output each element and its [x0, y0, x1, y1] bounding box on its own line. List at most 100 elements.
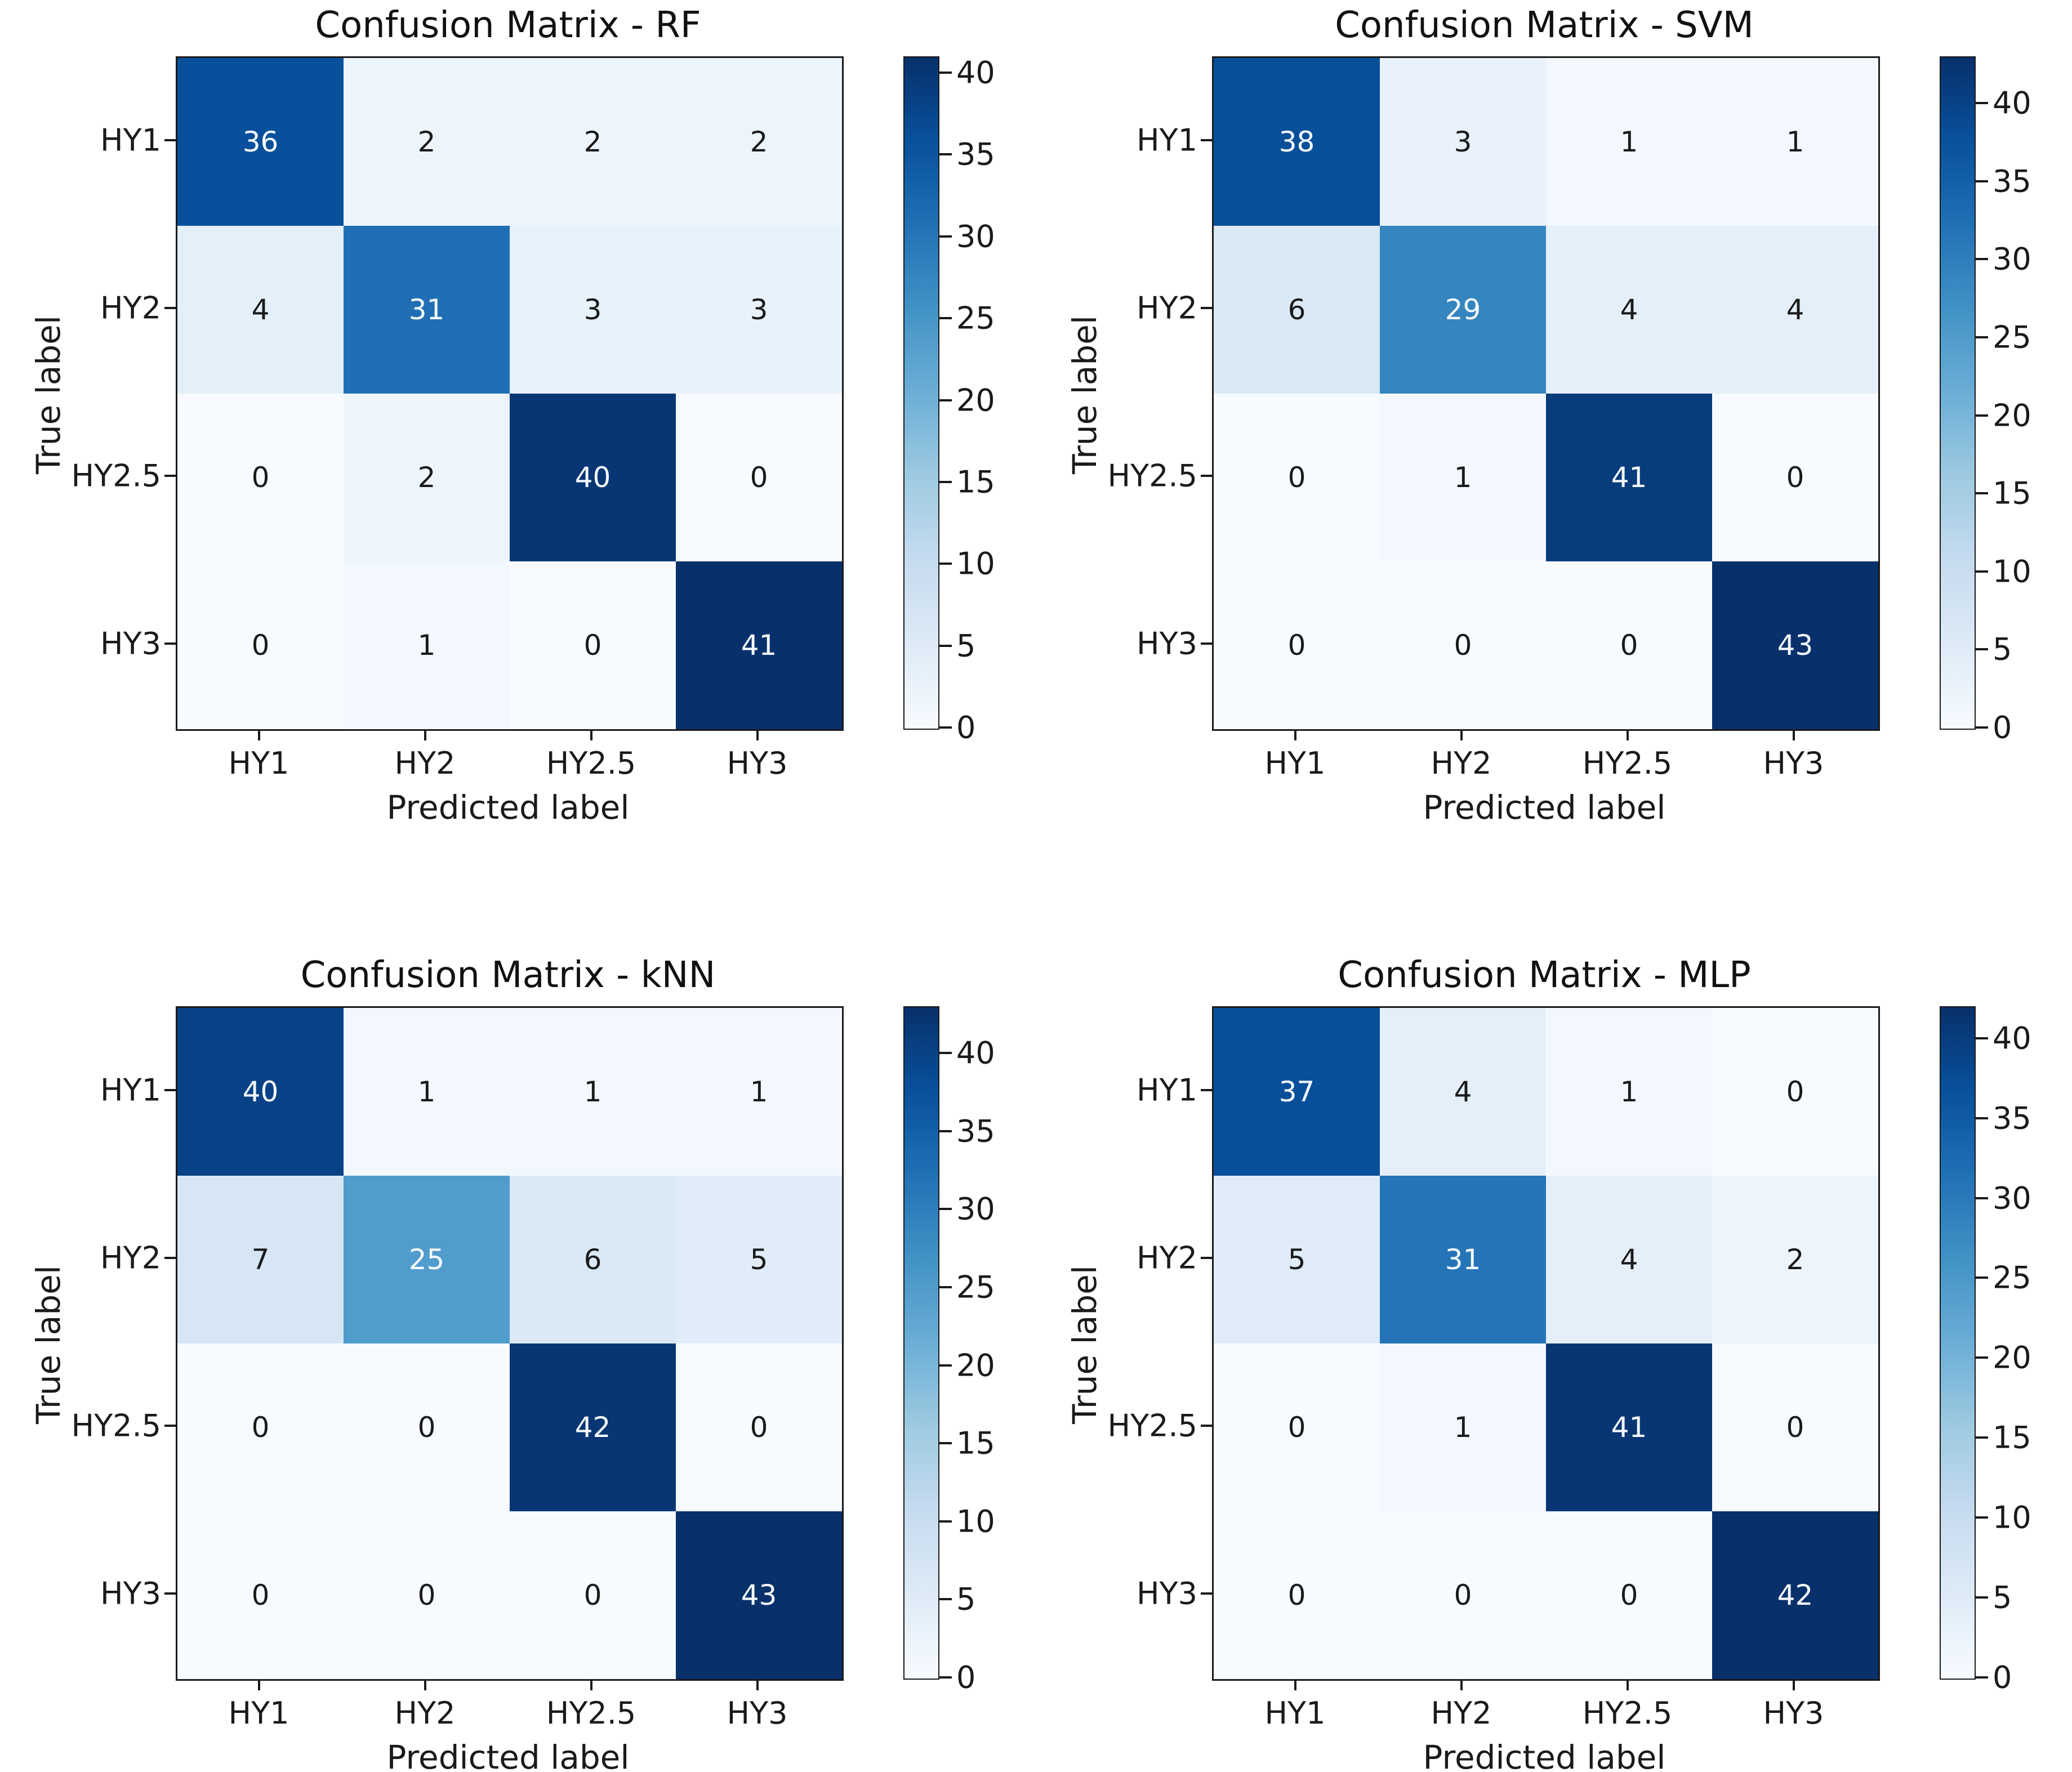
- tick-mark: [164, 1257, 176, 1259]
- tick-mark: [939, 72, 952, 74]
- colorbar-tick-label-10: 10: [1993, 1499, 2031, 1536]
- colorbar-tick-label-40: 40: [956, 1035, 995, 1071]
- colorbar-tick-label-20: 20: [1993, 1340, 2031, 1376]
- colorbar-tick-label-35: 35: [1993, 163, 2031, 199]
- colorbar-tick-label-40: 40: [1993, 85, 2031, 121]
- heatmap-cell-HY3-HY3: 43: [676, 1511, 842, 1679]
- heatmap-cell-HY2-HY3: 4: [1712, 226, 1878, 394]
- tick-mark: [939, 644, 952, 647]
- y-tick-label-HY2.5: HY2.5: [1107, 458, 1197, 494]
- y-tick-label-HY2.5: HY2.5: [1107, 1408, 1197, 1444]
- colorbar: [903, 1006, 939, 1680]
- heatmap-cell-HY3-HY3: 41: [676, 561, 842, 729]
- tick-mark: [939, 317, 952, 320]
- heatmap-cell-HY1-HY2: 3: [1380, 58, 1546, 226]
- heatmap-cell-HY2-HY2: 31: [344, 226, 510, 394]
- colorbar-tick-label-40: 40: [956, 55, 995, 91]
- tick-mark: [590, 729, 592, 740]
- tick-mark: [1792, 729, 1795, 740]
- tick-mark: [164, 1592, 176, 1595]
- tick-mark: [164, 1425, 176, 1427]
- x-tick-label-HY2.5: HY2.5: [1582, 1695, 1673, 1731]
- x-tick-label-HY1: HY1: [228, 1695, 289, 1731]
- heatmap-cell-HY2.5-HY2: 2: [344, 394, 510, 561]
- heatmap-cell-HY1-HY3: 1: [676, 1008, 842, 1176]
- tick-mark: [939, 235, 952, 238]
- colorbar-tick-label-15: 15: [1993, 475, 2031, 511]
- panel-confusion-matrix-rf: Confusion Matrix - RF True label 36 2 2 2 4 3…: [0, 0, 1036, 886]
- y-tick-label-HY3: HY3: [100, 1575, 161, 1612]
- tick-mark: [1626, 1679, 1629, 1690]
- colorbar-tick-label-0: 0: [956, 709, 976, 746]
- colorbar-tick-label-25: 25: [1993, 319, 2031, 355]
- colorbar-tick-label-15: 15: [956, 464, 995, 500]
- heatmap-cell-HY3-HY1: 0: [1214, 561, 1380, 729]
- heatmap-cell-HY1-HY1: 38: [1214, 58, 1380, 226]
- x-tick-label-HY2: HY2: [394, 746, 456, 781]
- heatmap-cell-HY1-HY2.5: 1: [510, 1008, 676, 1176]
- tick-mark: [1201, 1257, 1212, 1259]
- x-tick-label-HY1: HY1: [1264, 1695, 1326, 1731]
- tick-mark: [1976, 648, 1988, 651]
- tick-mark: [1460, 1679, 1463, 1690]
- x-tick-label-HY2: HY2: [1431, 1695, 1492, 1731]
- x-tick-label-HY3: HY3: [1763, 746, 1824, 781]
- tick-mark: [257, 1679, 260, 1690]
- plot-title: Confusion Matrix - MLP: [1338, 954, 1751, 996]
- heatmap-grid: 36 2 2 2 4 31 3 3 0 2 40 0 0 1 0 41: [176, 56, 844, 731]
- tick-mark: [1201, 642, 1212, 645]
- colorbar-tick-label-15: 15: [1993, 1420, 2031, 1456]
- x-tick-label-HY3: HY3: [727, 746, 788, 781]
- y-tick-label-HY3: HY3: [1137, 626, 1197, 662]
- colorbar-tick-label-40: 40: [1993, 1020, 2031, 1056]
- tick-mark: [1976, 1276, 1988, 1279]
- x-axis-label: Predicted label: [1423, 1738, 1666, 1772]
- tick-mark: [1976, 1356, 1988, 1359]
- heatmap-cell-HY3-HY2.5: 0: [510, 561, 676, 729]
- heatmap-cell-HY2.5-HY2.5: 40: [510, 394, 676, 561]
- colorbar: [1940, 1006, 1976, 1680]
- heatmap-cell-HY3-HY3: 43: [1712, 561, 1878, 729]
- tick-mark: [1976, 1596, 1988, 1599]
- colorbar-tick-label-30: 30: [956, 218, 995, 255]
- heatmap-cell-HY3-HY1: 0: [177, 1511, 344, 1679]
- colorbar-tick-label-35: 35: [956, 136, 995, 172]
- tick-mark: [1976, 1037, 1988, 1039]
- x-axis-label: Predicted label: [386, 1738, 630, 1772]
- tick-mark: [939, 1676, 952, 1679]
- colorbar-tick-label-10: 10: [1993, 554, 2031, 590]
- x-axis-label: Predicted label: [1423, 788, 1666, 827]
- heatmap-cell-HY3-HY2.5: 0: [1546, 561, 1712, 729]
- plot-title: Confusion Matrix - RF: [315, 5, 701, 46]
- heatmap-cell-HY3-HY1: 0: [177, 561, 344, 729]
- tick-mark: [939, 1442, 952, 1445]
- panel-confusion-matrix-mlp: Confusion Matrix - MLP True label 37 4 1 0 5…: [1036, 950, 2072, 1772]
- heatmap-cell-HY2.5-HY3: 0: [676, 394, 842, 561]
- x-tick-label-HY1: HY1: [1264, 746, 1326, 781]
- colorbar-tick-label-20: 20: [956, 1347, 995, 1383]
- heatmap-cell-HY2-HY1: 7: [177, 1176, 344, 1343]
- tick-mark: [1976, 1516, 1988, 1519]
- tick-mark: [939, 726, 952, 729]
- heatmap-cell-HY1-HY2: 4: [1380, 1008, 1546, 1176]
- x-tick-label-HY2.5: HY2.5: [1582, 746, 1673, 781]
- y-tick-label-HY1: HY1: [100, 1072, 161, 1108]
- heatmap-cell-HY2.5-HY3: 0: [1712, 1343, 1878, 1511]
- tick-mark: [1976, 1436, 1988, 1439]
- tick-mark: [1976, 726, 1988, 729]
- heatmap-cell-HY1-HY2: 2: [344, 58, 510, 226]
- y-tick-label-HY2.5: HY2.5: [71, 458, 161, 494]
- heatmap-cell-HY2-HY3: 2: [1712, 1176, 1878, 1343]
- heatmap-cell-HY2-HY3: 5: [676, 1176, 842, 1343]
- tick-mark: [756, 1679, 759, 1690]
- heatmap-cell-HY2.5-HY2.5: 41: [1546, 394, 1712, 561]
- tick-mark: [164, 139, 176, 141]
- tick-mark: [1976, 102, 1988, 105]
- heatmap-cell-HY2-HY2.5: 4: [1546, 226, 1712, 394]
- y-tick-label-HY2: HY2: [1137, 1240, 1197, 1276]
- tick-mark: [1201, 139, 1212, 141]
- colorbar-tick-label-20: 20: [956, 382, 995, 418]
- heatmap-cell-HY1-HY3: 0: [1712, 1008, 1878, 1176]
- heatmap-grid: 37 4 1 0 5 31 4 2 0 1 41 0 0 0 0 42: [1212, 1006, 1880, 1681]
- heatmap-cell-HY1-HY2.5: 2: [510, 58, 676, 226]
